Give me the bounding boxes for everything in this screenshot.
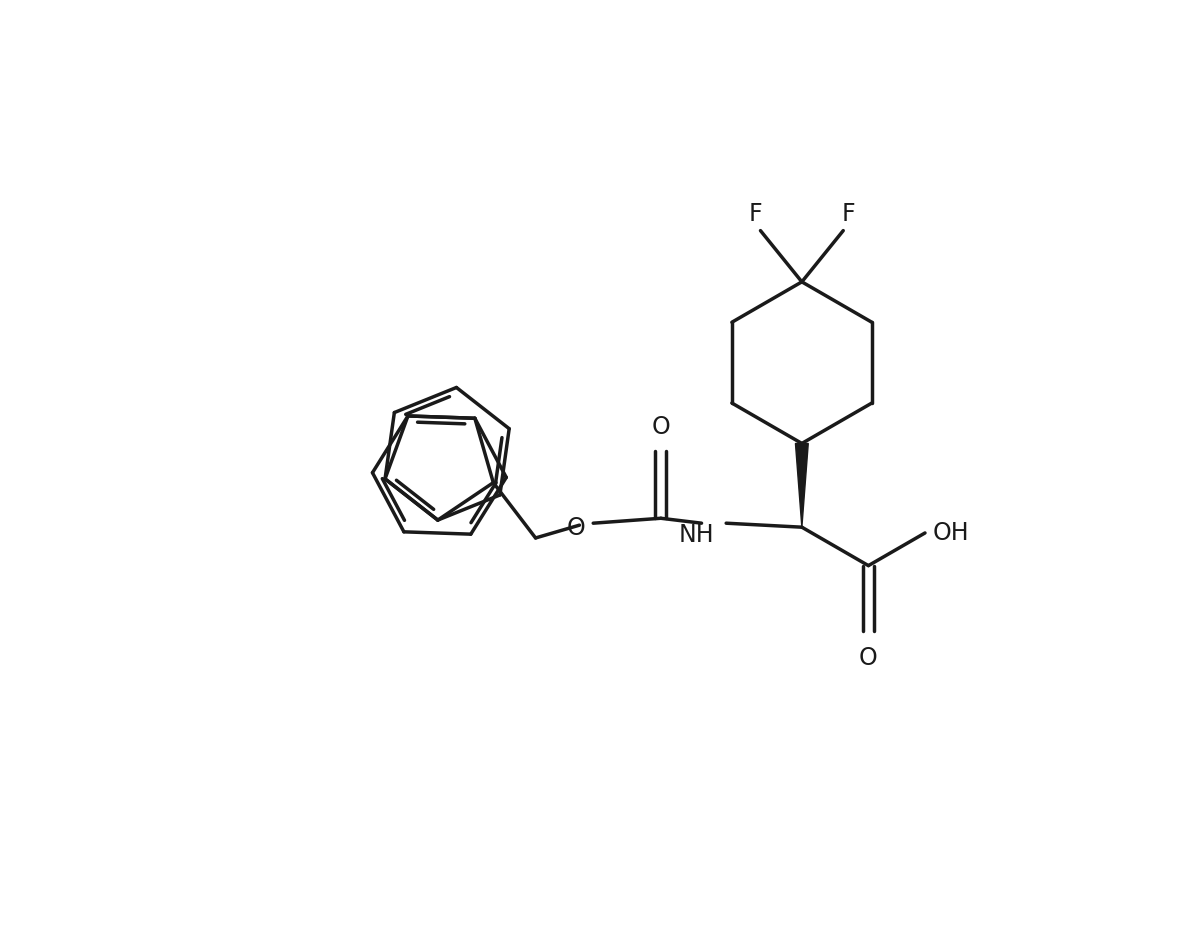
Text: O: O [859, 646, 878, 670]
Polygon shape [795, 444, 808, 527]
Text: F: F [748, 201, 762, 226]
Text: F: F [842, 201, 855, 226]
Text: O: O [566, 517, 585, 540]
Text: OH: OH [933, 521, 969, 545]
Text: O: O [651, 414, 670, 439]
Text: NH: NH [678, 523, 714, 547]
